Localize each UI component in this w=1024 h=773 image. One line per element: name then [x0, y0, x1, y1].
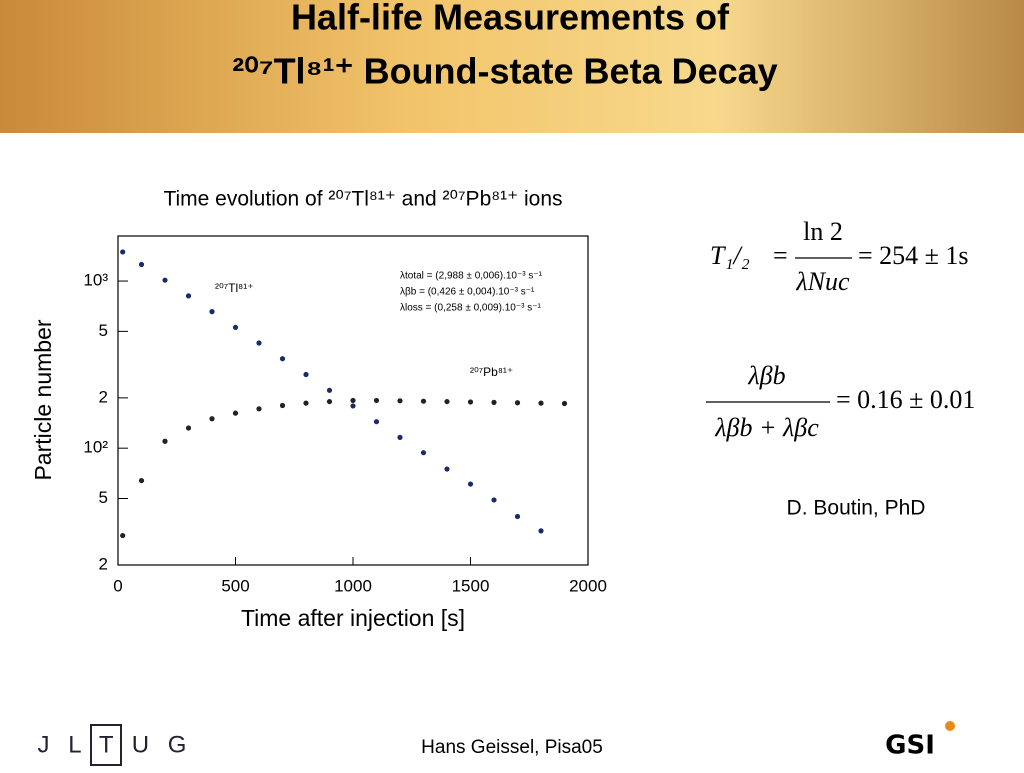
data-point [514, 400, 521, 406]
data-point [138, 477, 145, 484]
data-point [373, 419, 380, 425]
annotation: λloss = (0,258 ± 0,009).10⁻³ s⁻¹ [400, 303, 542, 314]
data-point [232, 410, 239, 416]
data-point [444, 466, 450, 472]
series-label: ²⁰⁷Pb⁸¹⁺ [470, 365, 513, 379]
header-band [0, 0, 1024, 133]
data-point [491, 497, 497, 503]
data-point [467, 399, 474, 405]
x-axis-label: Time after injection [s] [241, 605, 465, 631]
chart-title: Time evolution of ²⁰⁷Tl⁸¹⁺ and ²⁰⁷Pb⁸¹⁺ … [163, 188, 562, 211]
data-point [279, 356, 286, 362]
formula-text: λβb + λβc [714, 413, 819, 442]
data-point [350, 397, 356, 404]
y-axis-label: Particle number [30, 319, 56, 480]
formula-text: = 0.16 ± 0.01 [836, 385, 975, 414]
formula-text: T₁/₂ [710, 241, 750, 270]
footer-text: Hans Geissel, Pisa05 [421, 737, 603, 758]
data-point [185, 293, 192, 299]
footer-logo: J L T U G [38, 731, 193, 758]
data-point [561, 400, 568, 407]
formula-half-life: T₁/₂ = ln 2 λNuc = 254 ± 1s [710, 217, 969, 296]
slide-title: Half-life Measurements of [291, 0, 730, 38]
annotation: λβb = (0,426 ± 0,004).10⁻³ s⁻¹ [400, 287, 535, 298]
data-point [138, 261, 145, 268]
data-point [185, 425, 192, 431]
data-point [350, 403, 356, 409]
series-label: ²⁰⁷Tl⁸¹⁺ [215, 281, 254, 295]
data-point [256, 406, 262, 412]
x-tick-label: 1500 [452, 576, 490, 595]
author: D. Boutin, PhD [787, 497, 926, 520]
formula-ratio: λβb λβb + λβc = 0.16 ± 0.01 [706, 361, 975, 442]
data-point [120, 532, 126, 539]
formula-text: = [773, 241, 788, 270]
x-tick-label: 0 [113, 576, 122, 595]
annotation: λtotal = (2,988 ± 0,006).10⁻³ s⁻¹ [400, 271, 543, 282]
slide-title: ²⁰⁷Tl⁸¹⁺ Bound-state Beta Decay [232, 51, 777, 92]
data-point [397, 434, 403, 441]
data-point [444, 398, 450, 405]
data-point [397, 398, 403, 404]
data-point [538, 528, 544, 534]
x-tick-label: 2000 [569, 576, 607, 595]
data-point [420, 450, 427, 456]
y-tick-label: 2 [99, 554, 108, 573]
data-point [209, 309, 215, 315]
data-point [162, 277, 168, 283]
formula-text: ln 2 [803, 217, 843, 246]
x-tick-label: 500 [221, 576, 249, 595]
data-point [303, 371, 309, 378]
y-tick-label: 10³ [83, 271, 108, 290]
data-point [279, 402, 286, 409]
data-point [256, 340, 262, 346]
logo-dot [945, 721, 955, 731]
data-point [538, 400, 544, 406]
y-tick-label: 10² [83, 438, 108, 457]
data-point [303, 400, 309, 406]
data-point [420, 398, 427, 404]
logo-shield [90, 724, 122, 766]
data-point [373, 397, 380, 404]
data-point [232, 324, 239, 331]
formula-text: = 254 ± 1s [858, 241, 969, 270]
y-tick-label: 5 [99, 321, 108, 340]
x-tick-label: 1000 [334, 576, 372, 595]
data-point [162, 438, 168, 444]
data-point [514, 513, 521, 520]
formula-text: λNuc [795, 267, 850, 296]
y-tick-label: 2 [99, 387, 108, 406]
footer-logo: GSI [885, 731, 935, 761]
data-point [326, 387, 333, 393]
data-point [209, 416, 215, 422]
data-point [120, 249, 126, 255]
data-point [491, 399, 497, 405]
data-point [467, 481, 474, 487]
formula-text: λβb [747, 361, 785, 390]
data-point [326, 398, 333, 405]
y-tick-label: 5 [99, 488, 108, 507]
